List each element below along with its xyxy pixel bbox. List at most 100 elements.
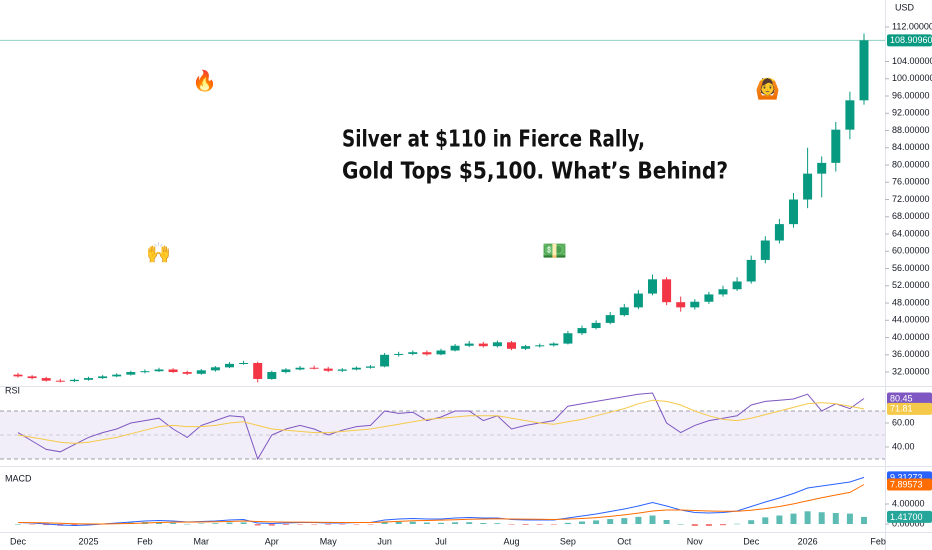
series-line	[17, 484, 865, 525]
x-tick-label: Dec	[10, 536, 27, 546]
y-tick-label: 36.00000	[892, 349, 930, 359]
histogram-bar	[367, 524, 374, 525]
y-tick-label: 104.00000	[892, 56, 932, 66]
histogram-bar	[734, 523, 741, 525]
y-tick-label: 72.00000	[892, 194, 930, 204]
x-tick-label: Jul	[435, 536, 447, 546]
last-value-label: 71.81	[890, 404, 913, 414]
candle-body	[366, 366, 375, 368]
histogram-bar	[240, 522, 247, 524]
y-tick-label: 56.00000	[892, 263, 930, 273]
histogram-bar	[184, 523, 191, 525]
candle-body	[605, 315, 615, 323]
plot: 32.00000 36.00000 40.00000 44.00000 48.00000…	[0, 21, 932, 546]
headline: Gold Tops $5,100. What’s Behind?	[342, 159, 728, 185]
histogram-bar	[663, 520, 670, 524]
panel-label: RSI	[5, 385, 20, 395]
candle-body	[281, 369, 291, 373]
histogram-bar	[466, 522, 473, 524]
histogram-bar	[818, 512, 825, 524]
candle-body	[774, 224, 784, 241]
candle-body	[225, 363, 234, 368]
candle-body	[112, 374, 122, 377]
histogram-bar	[705, 524, 712, 526]
histogram-bar	[804, 511, 811, 524]
y-tick-label: 40.00	[892, 441, 915, 451]
last-value-label: 9.31273	[890, 472, 923, 482]
histogram-bar	[29, 524, 36, 525]
y-tick-label: 48.00000	[892, 297, 930, 307]
candle-body	[337, 369, 347, 371]
last-value-label: 1.41700	[890, 512, 923, 522]
candle-body	[746, 259, 756, 282]
histogram-bar	[43, 524, 50, 526]
candle-body	[210, 367, 220, 371]
last-value-badge	[887, 34, 932, 47]
histogram-bar	[297, 524, 303, 525]
histogram-bar	[311, 524, 318, 525]
candle-body	[591, 322, 601, 329]
y-tick-label: 64.00000	[892, 228, 930, 238]
candle-body	[690, 301, 700, 308]
candle-body	[563, 333, 573, 344]
x-tick-label: Mar	[194, 536, 210, 546]
y-tick-label: 68.00000	[892, 211, 930, 221]
candle-body	[154, 369, 164, 372]
histogram-bar	[564, 522, 571, 524]
last-value-badge	[887, 478, 932, 491]
y-tick-label: 96.00000	[892, 90, 930, 100]
sticker: 🔥	[192, 68, 217, 92]
candle-body	[69, 379, 79, 382]
x-tick-label: Feb	[137, 536, 153, 546]
histogram-bar	[71, 524, 78, 526]
rsi-band	[0, 411, 885, 460]
last-value-badge	[887, 402, 932, 415]
candle-body	[464, 343, 474, 346]
histogram-bar	[649, 515, 656, 524]
histogram-bar	[522, 524, 529, 525]
candle-body	[732, 281, 742, 290]
candle-body	[13, 374, 23, 377]
candle-body	[633, 293, 643, 308]
histogram-bar	[635, 516, 642, 524]
candle-body	[662, 279, 672, 303]
candle-body	[41, 378, 51, 381]
y-tick-label: 4.00000	[892, 498, 925, 508]
candle-body	[182, 372, 192, 374]
candle-body	[676, 302, 686, 308]
histogram-bar	[593, 520, 600, 524]
series-line	[17, 476, 865, 527]
histogram-bar	[212, 523, 219, 524]
histogram-bar	[579, 521, 585, 524]
currency-label: USD	[895, 2, 915, 12]
candle-body	[845, 100, 855, 130]
x-tick-label: 2026	[798, 536, 818, 546]
sticker: 🙌	[146, 241, 171, 264]
y-tick-label: 100.00000	[892, 73, 932, 83]
candle-body	[98, 376, 108, 379]
x-tick-label: Feb	[870, 536, 886, 546]
candle-body	[549, 343, 559, 346]
histogram-bar	[438, 522, 444, 524]
x-tick-label: Jun	[377, 536, 392, 546]
histogram-bar	[480, 523, 487, 524]
histogram-bar	[156, 522, 162, 524]
histogram-bar	[776, 515, 783, 524]
histogram-bar	[508, 524, 515, 525]
candle-body	[450, 345, 460, 351]
candle-body	[577, 328, 587, 334]
candle-body	[239, 363, 249, 365]
y-tick-label: 32.00000	[892, 366, 930, 376]
histogram-bar	[861, 516, 867, 524]
candle-body	[309, 367, 319, 369]
candle-body	[803, 173, 813, 200]
last-value-label: 7.89573	[890, 479, 923, 489]
histogram-bar	[353, 524, 360, 525]
series-line	[17, 399, 865, 444]
histogram-bar	[395, 521, 402, 524]
x-tick-label: May	[320, 536, 338, 546]
histogram-bar	[550, 524, 557, 525]
candle-body	[323, 368, 333, 371]
candle-body	[492, 342, 502, 347]
